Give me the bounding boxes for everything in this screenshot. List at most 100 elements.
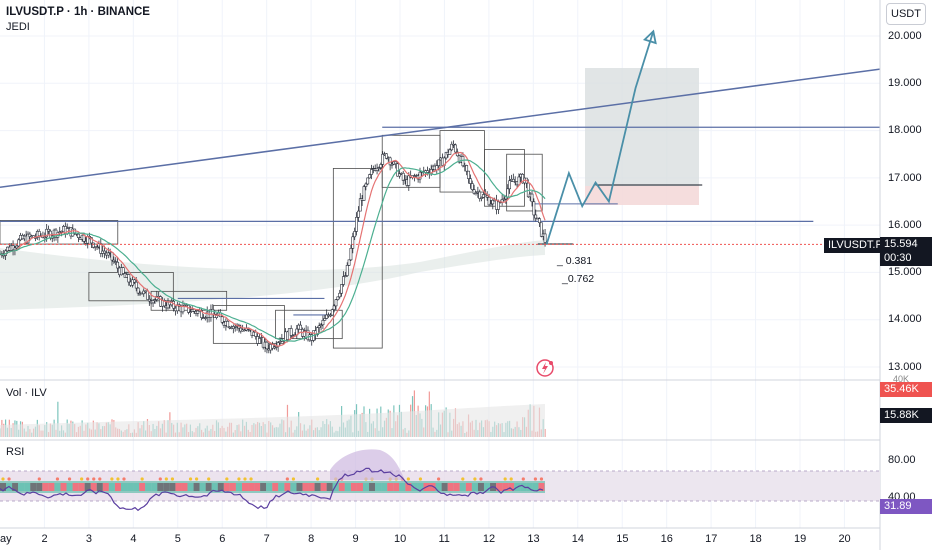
rsi-strip-cell xyxy=(18,483,25,491)
candle-body xyxy=(444,152,448,159)
rsi-signal-dot xyxy=(37,477,41,481)
rsi-signal-dot xyxy=(461,477,465,481)
candle-body xyxy=(136,287,140,294)
candle-body xyxy=(289,328,293,336)
candle-body xyxy=(437,159,441,166)
candle-body xyxy=(299,324,302,330)
time-tick: 18 xyxy=(749,533,762,545)
rsi-strip-cell xyxy=(526,483,533,491)
candle-body xyxy=(384,153,388,159)
rsi-signal-dot xyxy=(1,477,5,481)
time-tick: 11 xyxy=(438,533,450,545)
volume-bar xyxy=(544,428,546,437)
candle-body xyxy=(47,228,50,232)
candle-body xyxy=(37,231,41,237)
currency-button[interactable]: USDT xyxy=(886,3,926,25)
volume-tick: 40K xyxy=(893,374,910,384)
candle-body xyxy=(342,276,345,285)
rsi-strip-cell xyxy=(60,483,67,491)
candle-body xyxy=(28,233,32,237)
candle-body xyxy=(153,299,157,301)
rsi-strip-cell xyxy=(248,483,255,491)
rsi-strip-cell xyxy=(405,483,412,491)
candle-body xyxy=(142,290,146,295)
rsi-strip-cell xyxy=(344,483,351,491)
legend-title[interactable]: ILVUSDT.P · 1h · BINANCE xyxy=(6,6,150,18)
time-tick: 15 xyxy=(616,533,629,545)
indicator-label[interactable]: JEDI xyxy=(6,21,30,33)
rsi-strip-cell xyxy=(284,483,291,491)
rsi-label[interactable]: RSI xyxy=(6,446,25,458)
rsi-signal-dot xyxy=(92,477,96,481)
rsi-strip-cell xyxy=(508,483,515,491)
candle-body xyxy=(506,188,510,198)
candle-body xyxy=(340,284,344,294)
candle-body xyxy=(200,310,204,318)
candle-body xyxy=(398,173,401,177)
candle-body xyxy=(375,167,379,171)
candle-body xyxy=(530,193,534,203)
rsi-strip-cell xyxy=(429,483,436,491)
candle-body xyxy=(17,239,21,247)
time-tick: 8 xyxy=(308,533,315,545)
trendline[interactable] xyxy=(0,68,881,189)
candle-body xyxy=(366,177,370,185)
rsi-strip-cell xyxy=(66,483,73,491)
rsi-strip-cell xyxy=(199,483,206,491)
candle-body xyxy=(90,237,93,244)
candle-body xyxy=(95,246,99,249)
candle-body xyxy=(502,198,506,201)
candle-body xyxy=(345,265,349,276)
rsi-strip-cell xyxy=(350,483,357,491)
candle-body xyxy=(364,183,368,187)
candle-body xyxy=(394,161,398,165)
candle-body xyxy=(162,300,166,307)
time-tick: 3 xyxy=(85,533,92,545)
rsi-signal-dot xyxy=(170,477,174,481)
rsi-strip-cell xyxy=(108,483,115,491)
rsi-signal-dot xyxy=(418,477,423,481)
rsi-strip-cell xyxy=(532,483,539,491)
rsi-strip-cell xyxy=(459,483,466,491)
time-tick: 17 xyxy=(705,533,718,545)
volume-label[interactable]: Vol · ILV xyxy=(6,387,47,399)
rsi-strip-cell xyxy=(151,483,158,491)
rsi-strip-cell xyxy=(375,483,382,491)
candle-body xyxy=(133,279,136,283)
rsi-strip-cell xyxy=(145,483,152,491)
price-tick: 18.000 xyxy=(888,124,922,136)
projection-path[interactable] xyxy=(545,31,655,245)
candle-body xyxy=(43,236,47,239)
rsi-signal-dot xyxy=(479,477,483,481)
time-tick: 13 xyxy=(527,533,540,545)
time-tick: 19 xyxy=(794,533,807,545)
rsi-strip-cell xyxy=(187,483,194,491)
rsi-signal-dot xyxy=(158,477,162,481)
rsi-strip-cell xyxy=(381,483,388,491)
candle-body xyxy=(116,261,120,269)
candle-body xyxy=(131,279,134,286)
candle-body xyxy=(496,201,500,210)
rsi-strip-cell xyxy=(260,483,267,491)
rsi-signal-dot xyxy=(116,477,120,481)
candle-body xyxy=(454,144,457,153)
rsi-strip-cell xyxy=(369,483,376,491)
rsi-signal-dot xyxy=(437,477,441,481)
candle-body xyxy=(319,324,323,327)
price-tick: 15.000 xyxy=(888,266,922,278)
candle-body xyxy=(265,341,269,350)
rsi-tick: 80.00 xyxy=(888,454,916,466)
candle-body xyxy=(302,330,306,337)
rsi-strip-cell xyxy=(157,483,164,491)
rsi-signal-dot xyxy=(509,477,513,481)
rsi-band-empty xyxy=(545,471,880,501)
rsi-strip-cell xyxy=(0,483,6,491)
candle-body xyxy=(347,259,351,266)
lightning-icon[interactable] xyxy=(536,359,554,377)
candle-body xyxy=(485,195,489,198)
rsi-signal-dot xyxy=(406,477,410,481)
candle-body xyxy=(381,153,385,165)
time-tick: 20 xyxy=(838,533,851,545)
candle-body xyxy=(325,314,329,319)
